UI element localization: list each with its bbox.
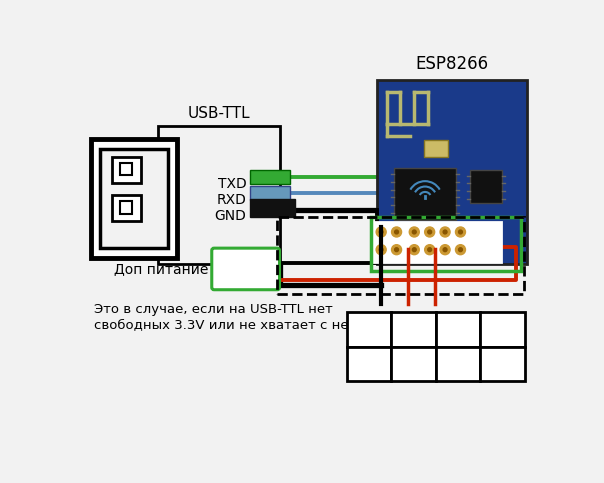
- Bar: [250, 186, 291, 199]
- Text: ESP8266: ESP8266: [416, 56, 489, 73]
- Circle shape: [413, 248, 416, 252]
- Bar: [394, 168, 456, 220]
- Bar: [100, 149, 168, 248]
- Text: GPIO 2: GPIO 2: [391, 323, 436, 336]
- Bar: [423, 140, 448, 156]
- Circle shape: [458, 248, 463, 252]
- Circle shape: [440, 245, 450, 255]
- Bar: [112, 156, 141, 183]
- Circle shape: [410, 227, 419, 237]
- Bar: [347, 312, 391, 347]
- Bar: [391, 347, 436, 382]
- Bar: [112, 195, 141, 221]
- Text: RST: RST: [445, 357, 471, 370]
- Circle shape: [443, 248, 447, 252]
- Text: GND: GND: [354, 323, 384, 336]
- Bar: [470, 170, 502, 203]
- Bar: [347, 347, 391, 382]
- Circle shape: [428, 230, 432, 234]
- Circle shape: [440, 227, 450, 237]
- Bar: [481, 347, 525, 382]
- Circle shape: [394, 248, 399, 252]
- Bar: [91, 139, 177, 258]
- Circle shape: [391, 227, 402, 237]
- Circle shape: [410, 245, 419, 255]
- Bar: [481, 312, 525, 347]
- Text: RXD: RXD: [217, 193, 246, 207]
- Text: USB-TTL: USB-TTL: [187, 106, 250, 121]
- Circle shape: [379, 248, 383, 252]
- Circle shape: [376, 227, 386, 237]
- Text: GND: GND: [231, 256, 261, 270]
- Circle shape: [413, 230, 416, 234]
- Text: GPIO 0: GPIO 0: [435, 323, 481, 336]
- Circle shape: [443, 230, 447, 234]
- Text: Vcc: Vcc: [491, 357, 515, 370]
- FancyBboxPatch shape: [212, 248, 280, 290]
- Bar: [120, 163, 132, 175]
- Circle shape: [394, 230, 399, 234]
- Bar: [436, 312, 481, 347]
- Text: Доп питание: Доп питание: [114, 262, 208, 276]
- Circle shape: [455, 227, 466, 237]
- Text: Это в случае, если на USB-TTL нет
свободных 3.3V или не хватает с нее: Это в случае, если на USB-TTL нет свобод…: [94, 303, 357, 331]
- Text: TXD: TXD: [217, 177, 246, 191]
- Bar: [378, 80, 527, 264]
- Bar: [436, 347, 481, 382]
- Circle shape: [376, 245, 386, 255]
- Text: Rx: Rx: [494, 323, 512, 336]
- Bar: [120, 201, 132, 213]
- Text: Tx: Tx: [361, 357, 377, 370]
- Bar: [371, 217, 521, 271]
- Bar: [158, 126, 280, 264]
- Circle shape: [425, 245, 435, 255]
- Circle shape: [455, 245, 466, 255]
- Text: GND: GND: [214, 209, 246, 223]
- Text: 3.3V: 3.3V: [227, 272, 265, 287]
- Circle shape: [458, 230, 463, 234]
- Bar: [277, 217, 524, 294]
- Bar: [391, 312, 436, 347]
- Bar: [250, 170, 291, 184]
- Circle shape: [391, 245, 402, 255]
- Circle shape: [425, 227, 435, 237]
- Circle shape: [379, 230, 383, 234]
- Circle shape: [428, 248, 432, 252]
- Text: CH_PD: CH_PD: [391, 357, 435, 370]
- Bar: [373, 222, 501, 262]
- Bar: [250, 199, 295, 217]
